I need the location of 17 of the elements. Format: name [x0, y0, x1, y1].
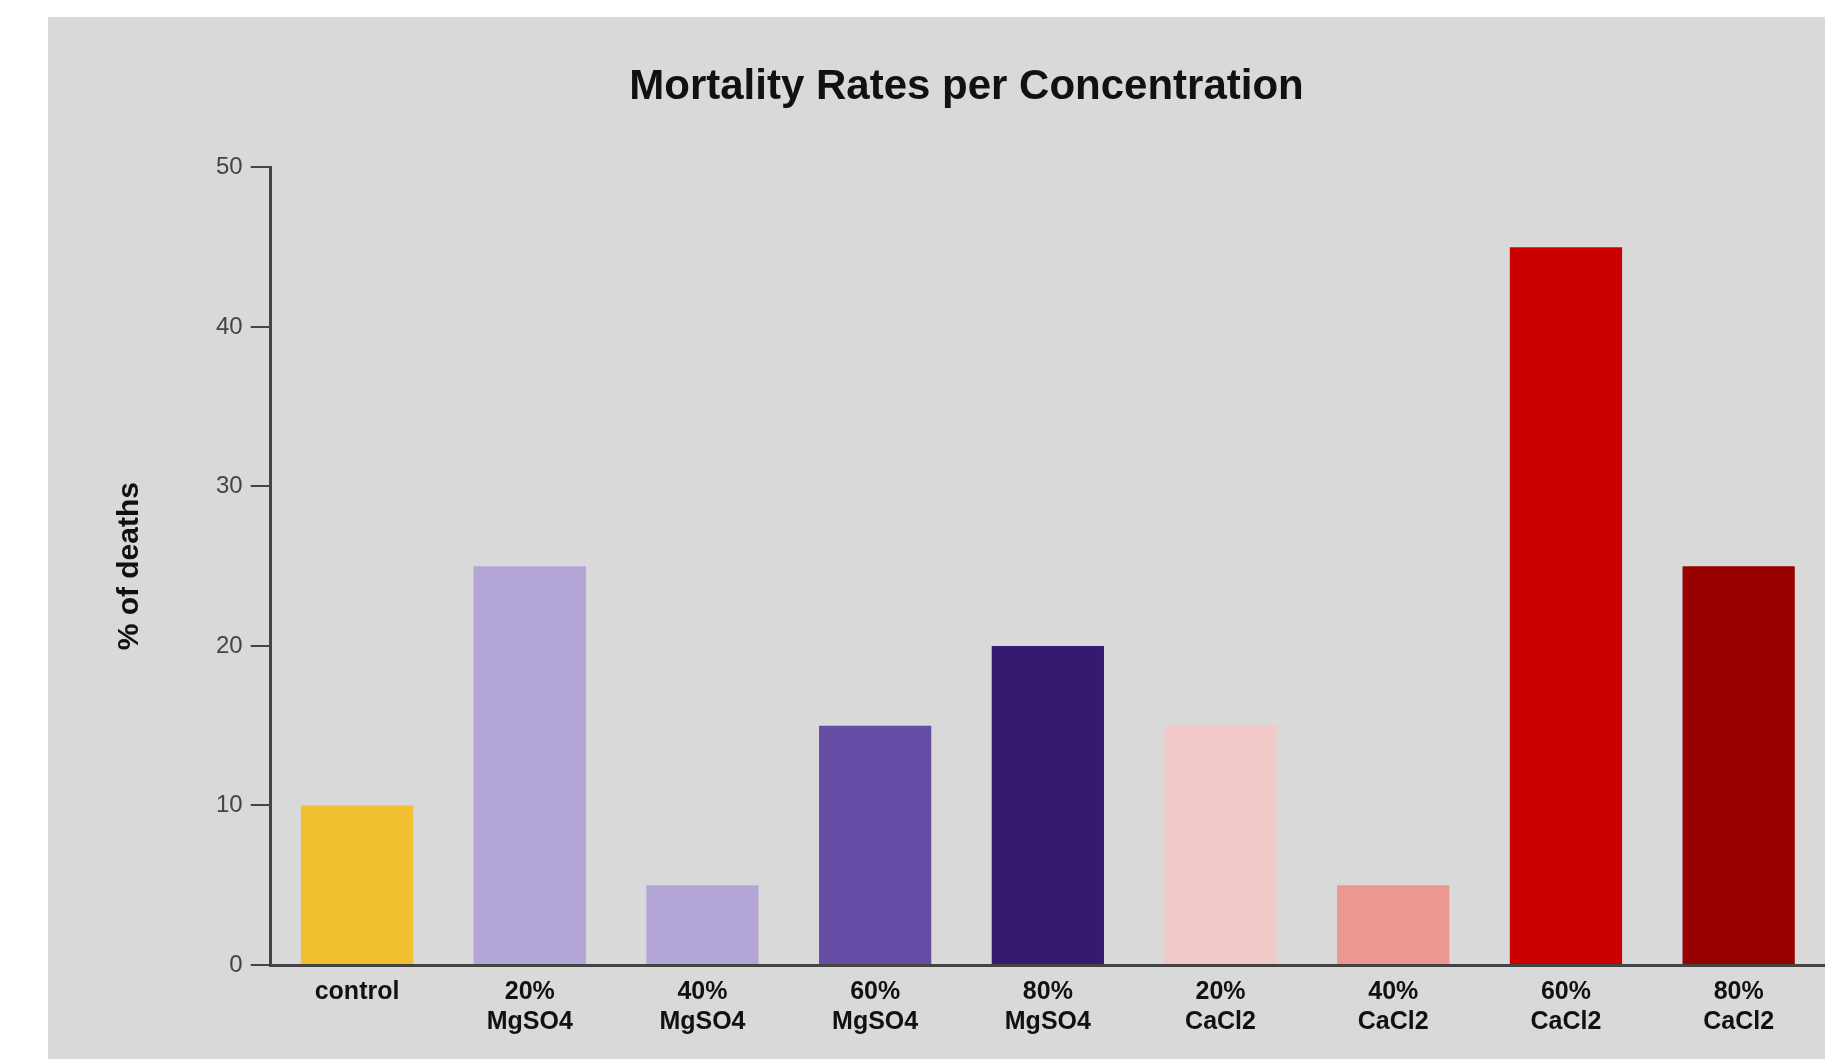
- x-tick-label: 80% CaCl2: [1703, 975, 1775, 1034]
- x-tick-label: 40% CaCl2: [1357, 975, 1429, 1034]
- x-tick-label: control: [314, 975, 400, 1004]
- chart-title: Mortality Rates per Concentration: [629, 60, 1304, 108]
- y-axis-title: % of deaths: [111, 482, 145, 651]
- y-tick-label: 10: [215, 790, 243, 818]
- y-tick-label: 0: [229, 949, 243, 977]
- y-tick-label: 20: [215, 630, 243, 658]
- y-tick-label: 50: [215, 152, 243, 180]
- y-tick-label: 30: [215, 471, 243, 499]
- x-tick-label: 40% MgSO4: [659, 975, 746, 1034]
- x-tick-label: 60% MgSO4: [832, 975, 919, 1034]
- x-tick-label: 60% CaCl2: [1530, 975, 1602, 1034]
- x-tick-label: 20% CaCl2: [1185, 975, 1256, 1034]
- x-tick-label: 80% MgSO4: [1004, 975, 1091, 1034]
- x-tick-label: 20% MgSO4: [486, 975, 573, 1034]
- y-tick-label: 40: [215, 311, 243, 339]
